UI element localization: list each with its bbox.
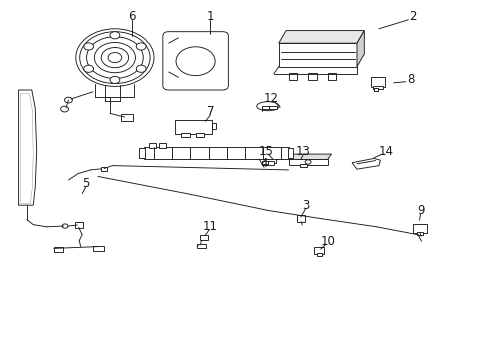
- Circle shape: [176, 47, 215, 76]
- Polygon shape: [20, 94, 33, 203]
- Bar: [264, 156, 275, 163]
- Bar: [288, 73, 297, 80]
- Polygon shape: [288, 154, 331, 159]
- Bar: [197, 244, 205, 248]
- Bar: [370, 77, 385, 87]
- Bar: [149, 143, 156, 148]
- Bar: [195, 133, 204, 137]
- Ellipse shape: [256, 102, 279, 111]
- Circle shape: [86, 37, 143, 78]
- Bar: [139, 148, 145, 158]
- Circle shape: [101, 48, 128, 68]
- Bar: [54, 247, 62, 252]
- Bar: [93, 246, 103, 251]
- FancyBboxPatch shape: [163, 32, 228, 90]
- Circle shape: [64, 97, 72, 103]
- Text: 3: 3: [301, 199, 309, 212]
- Circle shape: [110, 76, 120, 84]
- Text: 9: 9: [416, 204, 424, 217]
- Bar: [412, 224, 426, 233]
- Polygon shape: [278, 31, 364, 43]
- Bar: [261, 106, 269, 109]
- Bar: [144, 147, 288, 159]
- Bar: [262, 161, 267, 165]
- Bar: [327, 73, 336, 80]
- Bar: [372, 86, 383, 89]
- Bar: [199, 235, 208, 240]
- Bar: [317, 253, 321, 256]
- Bar: [159, 143, 165, 148]
- Text: 4: 4: [260, 157, 267, 170]
- Text: 2: 2: [408, 10, 416, 23]
- Bar: [181, 133, 189, 137]
- Circle shape: [110, 32, 120, 39]
- Text: 7: 7: [206, 105, 214, 118]
- Circle shape: [136, 65, 146, 72]
- Circle shape: [83, 43, 93, 50]
- Bar: [101, 167, 107, 171]
- Text: 11: 11: [203, 220, 217, 233]
- Bar: [211, 123, 215, 129]
- Bar: [75, 222, 82, 228]
- Text: 6: 6: [128, 10, 136, 23]
- Text: 5: 5: [81, 177, 89, 190]
- Bar: [174, 120, 211, 134]
- Bar: [307, 73, 316, 80]
- Circle shape: [80, 32, 150, 84]
- Text: 10: 10: [320, 235, 334, 248]
- Bar: [121, 114, 132, 121]
- Text: 15: 15: [259, 145, 273, 158]
- Text: 13: 13: [295, 145, 310, 158]
- Circle shape: [61, 106, 68, 112]
- Polygon shape: [288, 159, 327, 165]
- Text: 12: 12: [264, 93, 278, 105]
- Bar: [300, 164, 306, 167]
- Polygon shape: [278, 43, 356, 67]
- Bar: [297, 215, 305, 222]
- Bar: [287, 148, 293, 158]
- Bar: [373, 88, 377, 91]
- Text: 8: 8: [406, 73, 414, 86]
- Bar: [416, 232, 423, 235]
- Bar: [314, 247, 324, 254]
- Bar: [269, 106, 277, 109]
- Polygon shape: [356, 31, 364, 67]
- Text: 1: 1: [206, 10, 214, 23]
- Bar: [267, 161, 273, 165]
- Circle shape: [83, 65, 93, 72]
- Circle shape: [108, 53, 122, 63]
- Circle shape: [62, 224, 68, 228]
- Polygon shape: [19, 90, 37, 205]
- Polygon shape: [351, 158, 380, 169]
- Circle shape: [305, 160, 310, 164]
- Text: 14: 14: [378, 145, 393, 158]
- Circle shape: [94, 42, 135, 73]
- Circle shape: [136, 43, 146, 50]
